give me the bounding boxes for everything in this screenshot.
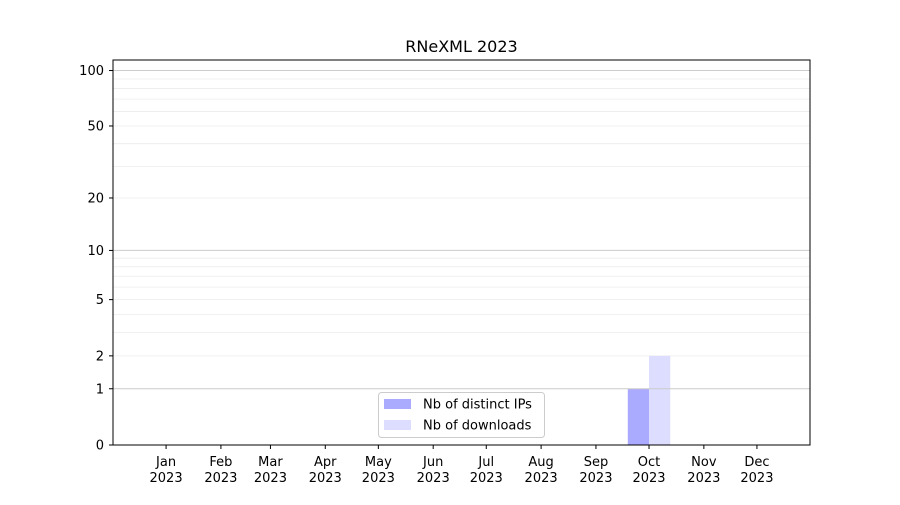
x-tick-label: Jul — [477, 455, 494, 470]
y-tick-label: 2 — [96, 349, 104, 364]
x-tick-label: Oct — [638, 455, 660, 470]
chart-title: RNeXML 2023 — [405, 37, 517, 56]
legend-swatch — [384, 420, 411, 430]
legend-label: Nb of distinct IPs — [423, 398, 532, 413]
x-tick-label: 2023 — [740, 471, 773, 486]
x-tick-label: 2023 — [150, 471, 183, 486]
y-tick-label: 1 — [96, 382, 104, 397]
x-tick-label: 2023 — [417, 471, 450, 486]
x-tick-label: Feb — [209, 455, 232, 470]
legend-label: Nb of downloads — [423, 419, 532, 434]
x-tick-label: 2023 — [204, 471, 237, 486]
y-tick-label: 10 — [87, 244, 104, 259]
y-tick-label: 5 — [96, 293, 104, 308]
y-tick-label: 50 — [87, 119, 104, 134]
x-tick-label: 2023 — [470, 471, 503, 486]
plot-frame — [112, 59, 811, 446]
x-tick-label: 2023 — [525, 471, 558, 486]
x-tick-label: 2023 — [632, 471, 665, 486]
y-tick-label: 20 — [87, 191, 104, 206]
x-tick-label: 2023 — [254, 471, 287, 486]
legend: Nb of distinct IPs Nb of downloads — [378, 392, 545, 438]
bar — [649, 355, 671, 445]
x-tick-label: 2023 — [579, 471, 612, 486]
x-tick-label: Sep — [584, 455, 609, 470]
y-tick-label: 0 — [96, 439, 104, 454]
x-tick-label: Aug — [528, 455, 553, 470]
x-tick-label: 2023 — [687, 471, 720, 486]
legend-swatch — [384, 399, 411, 409]
bar — [627, 388, 650, 445]
x-tick-label: May — [365, 455, 392, 470]
x-tick-label: 2023 — [362, 471, 395, 486]
x-tick-label: 2023 — [309, 471, 342, 486]
x-tick-label: Jun — [422, 455, 443, 470]
y-tick-label: 100 — [79, 64, 104, 79]
x-tick-label: Nov — [691, 455, 717, 470]
x-tick-label: Mar — [258, 455, 283, 470]
x-tick-label: Apr — [314, 455, 337, 470]
x-tick-label: Dec — [744, 455, 769, 470]
x-tick-label: Jan — [155, 455, 176, 470]
legend-box — [378, 392, 545, 438]
